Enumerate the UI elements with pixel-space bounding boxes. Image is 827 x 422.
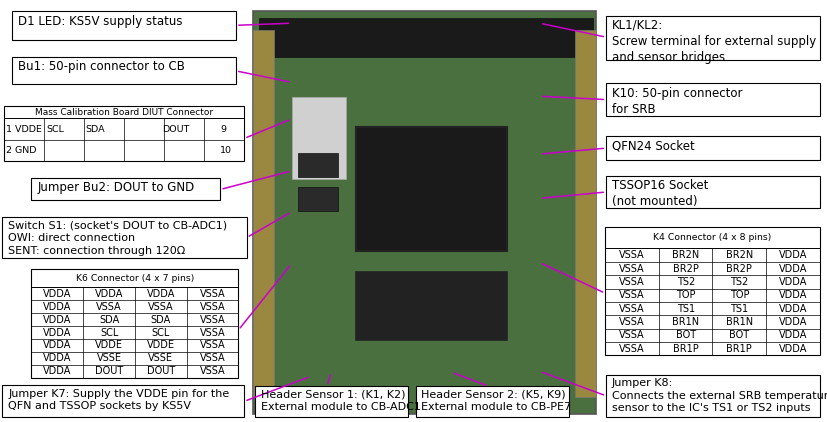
Text: BOT: BOT [729, 330, 748, 340]
Text: Jumper K7: Supply the VDDE pin for the
QFN and TSSOP sockets by KS5V: Jumper K7: Supply the VDDE pin for the Q… [8, 389, 229, 411]
Text: SCL: SCL [151, 327, 170, 338]
Bar [605, 16, 819, 60]
Bar [356, 272, 507, 340]
Text: SDA: SDA [99, 314, 119, 325]
Text: 9: 9 [220, 124, 226, 134]
Text: VSSA: VSSA [199, 327, 225, 338]
Text: VDDA: VDDA [43, 302, 71, 312]
Text: VSSE: VSSE [148, 353, 173, 363]
Text: VDDA: VDDA [43, 327, 71, 338]
Text: VSSA: VSSA [619, 263, 644, 273]
Text: VSSA: VSSA [619, 330, 644, 340]
Text: VDDE: VDDE [146, 341, 174, 350]
Text: VDDA: VDDA [777, 303, 806, 314]
Text: VDDA: VDDA [95, 289, 123, 299]
Text: VSSA: VSSA [619, 250, 644, 260]
Text: Mass Calibration Board DIUT Connector: Mass Calibration Board DIUT Connector [35, 108, 213, 117]
Bar [252, 30, 274, 397]
Text: BR1P: BR1P [725, 344, 751, 354]
Text: VSSA: VSSA [619, 303, 644, 314]
Text: K10: 50-pin connector
for SRB: K10: 50-pin connector for SRB [611, 87, 742, 116]
Text: BOT: BOT [675, 330, 695, 340]
Bar [31, 269, 238, 378]
Bar [2, 385, 244, 417]
Bar [605, 227, 819, 355]
Text: VDDA: VDDA [777, 290, 806, 300]
Bar [2, 217, 246, 258]
Bar [605, 83, 819, 116]
Bar [356, 127, 507, 251]
Text: TSSOP16 Socket
(not mounted): TSSOP16 Socket (not mounted) [611, 179, 707, 208]
Text: SDA: SDA [151, 314, 170, 325]
Text: VSSE: VSSE [97, 353, 122, 363]
Text: VSSA: VSSA [199, 314, 225, 325]
Bar [415, 386, 568, 417]
Text: BR1N: BR1N [672, 317, 699, 327]
Bar [31, 178, 220, 200]
Text: Jumper Bu2: DOUT to GND: Jumper Bu2: DOUT to GND [37, 181, 194, 195]
Bar [605, 136, 819, 160]
Text: VDDA: VDDA [777, 344, 806, 354]
Text: D1 LED: KS5V supply status: D1 LED: KS5V supply status [18, 15, 183, 28]
Text: VSSA: VSSA [199, 366, 225, 376]
Text: BR2N: BR2N [672, 250, 699, 260]
Text: Jumper K8:
Connects the external SRB temperature
sensor to the IC's TS1 or TS2 i: Jumper K8: Connects the external SRB tem… [611, 378, 827, 413]
Text: VSSA: VSSA [148, 302, 174, 312]
Text: Header Sensor 1: (K1, K2)
External module to CB-ADC1: Header Sensor 1: (K1, K2) External modul… [261, 390, 420, 412]
Bar [292, 97, 346, 179]
Text: TS2: TS2 [676, 277, 694, 287]
Text: VDDE: VDDE [95, 341, 123, 350]
Text: VSSA: VSSA [199, 289, 225, 299]
Bar [255, 386, 408, 417]
Bar [12, 57, 236, 84]
Text: BR2P: BR2P [672, 263, 698, 273]
Text: BR1P: BR1P [672, 344, 698, 354]
Text: VDDA: VDDA [43, 289, 71, 299]
Text: BR2P: BR2P [725, 263, 751, 273]
Text: DOUT: DOUT [95, 366, 123, 376]
Text: SDA: SDA [86, 124, 105, 134]
Text: QFN24 Socket: QFN24 Socket [611, 140, 694, 153]
Text: VSSA: VSSA [199, 302, 225, 312]
Bar [605, 176, 819, 208]
Bar [574, 30, 595, 397]
Bar [4, 106, 244, 161]
Text: K6 Connector (4 x 7 pins): K6 Connector (4 x 7 pins) [76, 273, 194, 283]
Text: TS1: TS1 [676, 303, 694, 314]
Text: Bu1: 50-pin connector to CB: Bu1: 50-pin connector to CB [18, 60, 185, 73]
Text: SCL: SCL [46, 124, 64, 134]
Bar [252, 11, 595, 414]
Text: VDDA: VDDA [777, 330, 806, 340]
Text: VSSA: VSSA [96, 302, 122, 312]
Text: TS2: TS2 [729, 277, 748, 287]
Text: VDDA: VDDA [777, 263, 806, 273]
Text: TOP: TOP [675, 290, 695, 300]
Bar [605, 375, 819, 417]
Text: TS1: TS1 [729, 303, 748, 314]
Text: Switch S1: (socket's DOUT to CB-ADC1)
OWI: direct connection
SENT: connection th: Switch S1: (socket's DOUT to CB-ADC1) OW… [8, 221, 227, 255]
Text: SCL: SCL [100, 327, 118, 338]
Text: VDDA: VDDA [777, 317, 806, 327]
Text: VDDA: VDDA [777, 277, 806, 287]
Text: VDDA: VDDA [43, 341, 71, 350]
Text: DOUT: DOUT [146, 366, 174, 376]
Text: VSSA: VSSA [199, 353, 225, 363]
Text: 1 VDDE: 1 VDDE [6, 124, 42, 134]
Text: VDDA: VDDA [43, 353, 71, 363]
Text: 10: 10 [220, 146, 232, 155]
Text: VDDA: VDDA [146, 289, 174, 299]
Bar [12, 11, 236, 40]
Text: TOP: TOP [729, 290, 748, 300]
Text: VSSA: VSSA [619, 277, 644, 287]
Text: VSSA: VSSA [199, 341, 225, 350]
Text: VDDA: VDDA [43, 314, 71, 325]
Text: BR2N: BR2N [724, 250, 752, 260]
Text: VDDA: VDDA [777, 250, 806, 260]
Text: DOUT: DOUT [162, 124, 189, 134]
Text: VSSA: VSSA [619, 344, 644, 354]
Text: VDDA: VDDA [43, 366, 71, 376]
Text: Header Sensor 2: (K5, K9)
External module to CB-PE7: Header Sensor 2: (K5, K9) External modul… [421, 390, 571, 412]
Text: VSSA: VSSA [619, 317, 644, 327]
Bar [298, 187, 337, 211]
Text: BR1N: BR1N [724, 317, 752, 327]
